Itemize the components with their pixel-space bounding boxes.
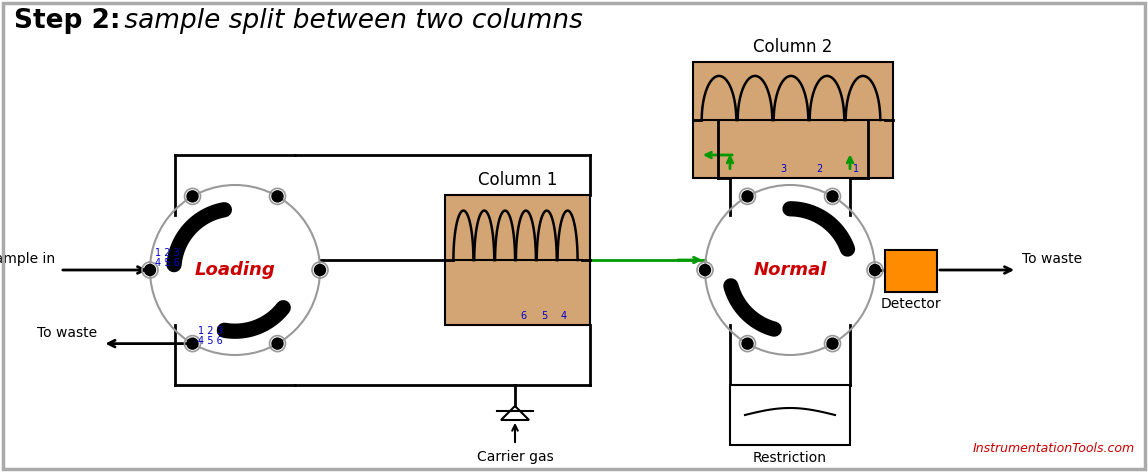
Circle shape xyxy=(145,264,155,276)
Text: InstrumentationTools.com: InstrumentationTools.com xyxy=(972,442,1135,455)
Text: 3: 3 xyxy=(781,164,786,174)
Circle shape xyxy=(742,191,753,202)
Text: 1: 1 xyxy=(853,164,859,174)
Circle shape xyxy=(272,338,284,349)
Text: Restriction: Restriction xyxy=(753,451,827,465)
Text: To waste: To waste xyxy=(1022,252,1083,266)
Text: 4 5 6: 4 5 6 xyxy=(197,336,223,346)
Text: Normal: Normal xyxy=(753,261,827,279)
Text: 5: 5 xyxy=(542,311,548,321)
Text: Step 2:: Step 2: xyxy=(14,8,121,34)
Bar xyxy=(730,385,850,445)
Text: Sample in: Sample in xyxy=(0,252,55,266)
Circle shape xyxy=(699,264,711,276)
Text: 1 2 3: 1 2 3 xyxy=(155,248,180,258)
Text: Column 2: Column 2 xyxy=(753,38,832,56)
Text: Carrier gas: Carrier gas xyxy=(476,450,553,464)
Bar xyxy=(693,62,893,178)
Text: 6: 6 xyxy=(521,311,527,321)
Text: 2: 2 xyxy=(816,164,823,174)
Bar xyxy=(445,195,590,325)
Text: sample split between two columns: sample split between two columns xyxy=(116,8,583,34)
Circle shape xyxy=(187,338,197,349)
Text: 4: 4 xyxy=(560,311,566,321)
Circle shape xyxy=(315,264,326,276)
Circle shape xyxy=(272,191,284,202)
Text: To waste: To waste xyxy=(38,326,98,340)
Circle shape xyxy=(869,264,881,276)
Circle shape xyxy=(742,338,753,349)
Bar xyxy=(885,250,937,292)
Text: Column 1: Column 1 xyxy=(478,171,557,189)
Text: Detector: Detector xyxy=(881,297,941,311)
Text: 1 2 3: 1 2 3 xyxy=(197,326,223,336)
Text: 4 5 6: 4 5 6 xyxy=(155,258,180,268)
Circle shape xyxy=(187,191,197,202)
Circle shape xyxy=(827,191,838,202)
Circle shape xyxy=(827,338,838,349)
Text: Loading: Loading xyxy=(195,261,276,279)
